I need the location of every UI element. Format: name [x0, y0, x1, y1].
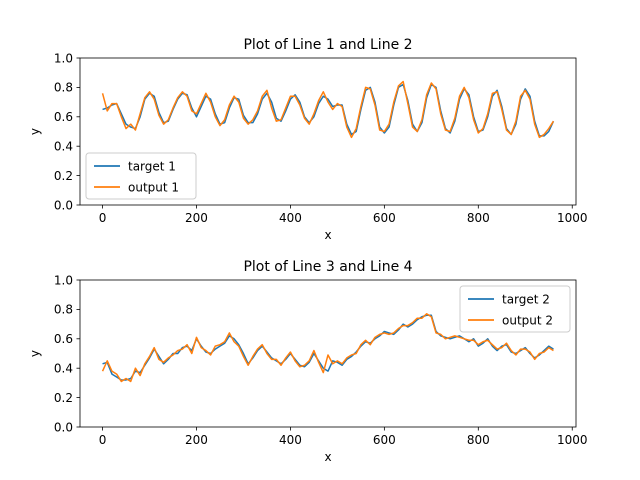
legend-label: target 1 — [128, 159, 176, 173]
y-tick-label: 0.8 — [54, 81, 73, 95]
chart-2: Plot of Line 3 and Line 4 0 200 400 600 800 10… — [28, 259, 588, 464]
y-axis-label: y — [28, 128, 42, 135]
y-tick-label: 0.4 — [54, 140, 73, 154]
x-tick-label: 600 — [373, 433, 396, 447]
x-tick-label: 400 — [279, 433, 302, 447]
legend-label: output 2 — [502, 313, 553, 327]
legend-label: target 2 — [502, 292, 550, 306]
x-tick-label: 0 — [99, 433, 107, 447]
chart-1: Plot of Line 1 and Line 2 0 200 400 600 800 10… — [28, 37, 588, 242]
x-tick-label: 800 — [467, 433, 490, 447]
x-axis-label: x — [324, 450, 331, 464]
x-tick-label: 0 — [99, 211, 107, 225]
series-line-target-2 — [102, 314, 554, 381]
y-axis-label: y — [28, 350, 42, 357]
x-axis-label: x — [324, 228, 331, 242]
y-tick-label: 0.6 — [54, 332, 73, 346]
series-line-output-2 — [101, 313, 554, 383]
x-tick-label: 400 — [279, 211, 302, 225]
charts: Plot of Line 1 and Line 2 0 200 400 600 800 10… — [28, 37, 588, 464]
plot-frame — [79, 279, 577, 428]
y-tick-label: 1.0 — [54, 51, 73, 65]
y-tick-label: 0.0 — [54, 198, 73, 212]
legend-label: output 1 — [128, 180, 179, 194]
x-tick-label: 200 — [185, 211, 208, 225]
x-tick-label: 800 — [467, 211, 490, 225]
y-tick-label: 1.0 — [54, 273, 73, 287]
chart-title: Plot of Line 1 and Line 2 — [243, 37, 412, 53]
legend: target 1 output 1 — [85, 152, 197, 200]
series-line-output-1 — [101, 80, 555, 139]
y-tick-label: 0.0 — [54, 420, 73, 434]
x-tick-label: 1000 — [557, 433, 588, 447]
x-tick-label: 600 — [373, 211, 396, 225]
x-tick-label: 1000 — [557, 211, 588, 225]
x-tick-label: 200 — [185, 433, 208, 447]
y-tick-label: 0.6 — [54, 110, 73, 124]
legend: target 2 output 2 — [459, 285, 571, 333]
y-tick-label: 0.2 — [54, 391, 73, 405]
y-tick-label: 0.8 — [54, 303, 73, 317]
y-tick-label: 0.2 — [54, 169, 73, 183]
y-tick-label: 0.4 — [54, 362, 73, 376]
plot-frame — [79, 57, 577, 206]
chart-title: Plot of Line 3 and Line 4 — [243, 259, 412, 275]
